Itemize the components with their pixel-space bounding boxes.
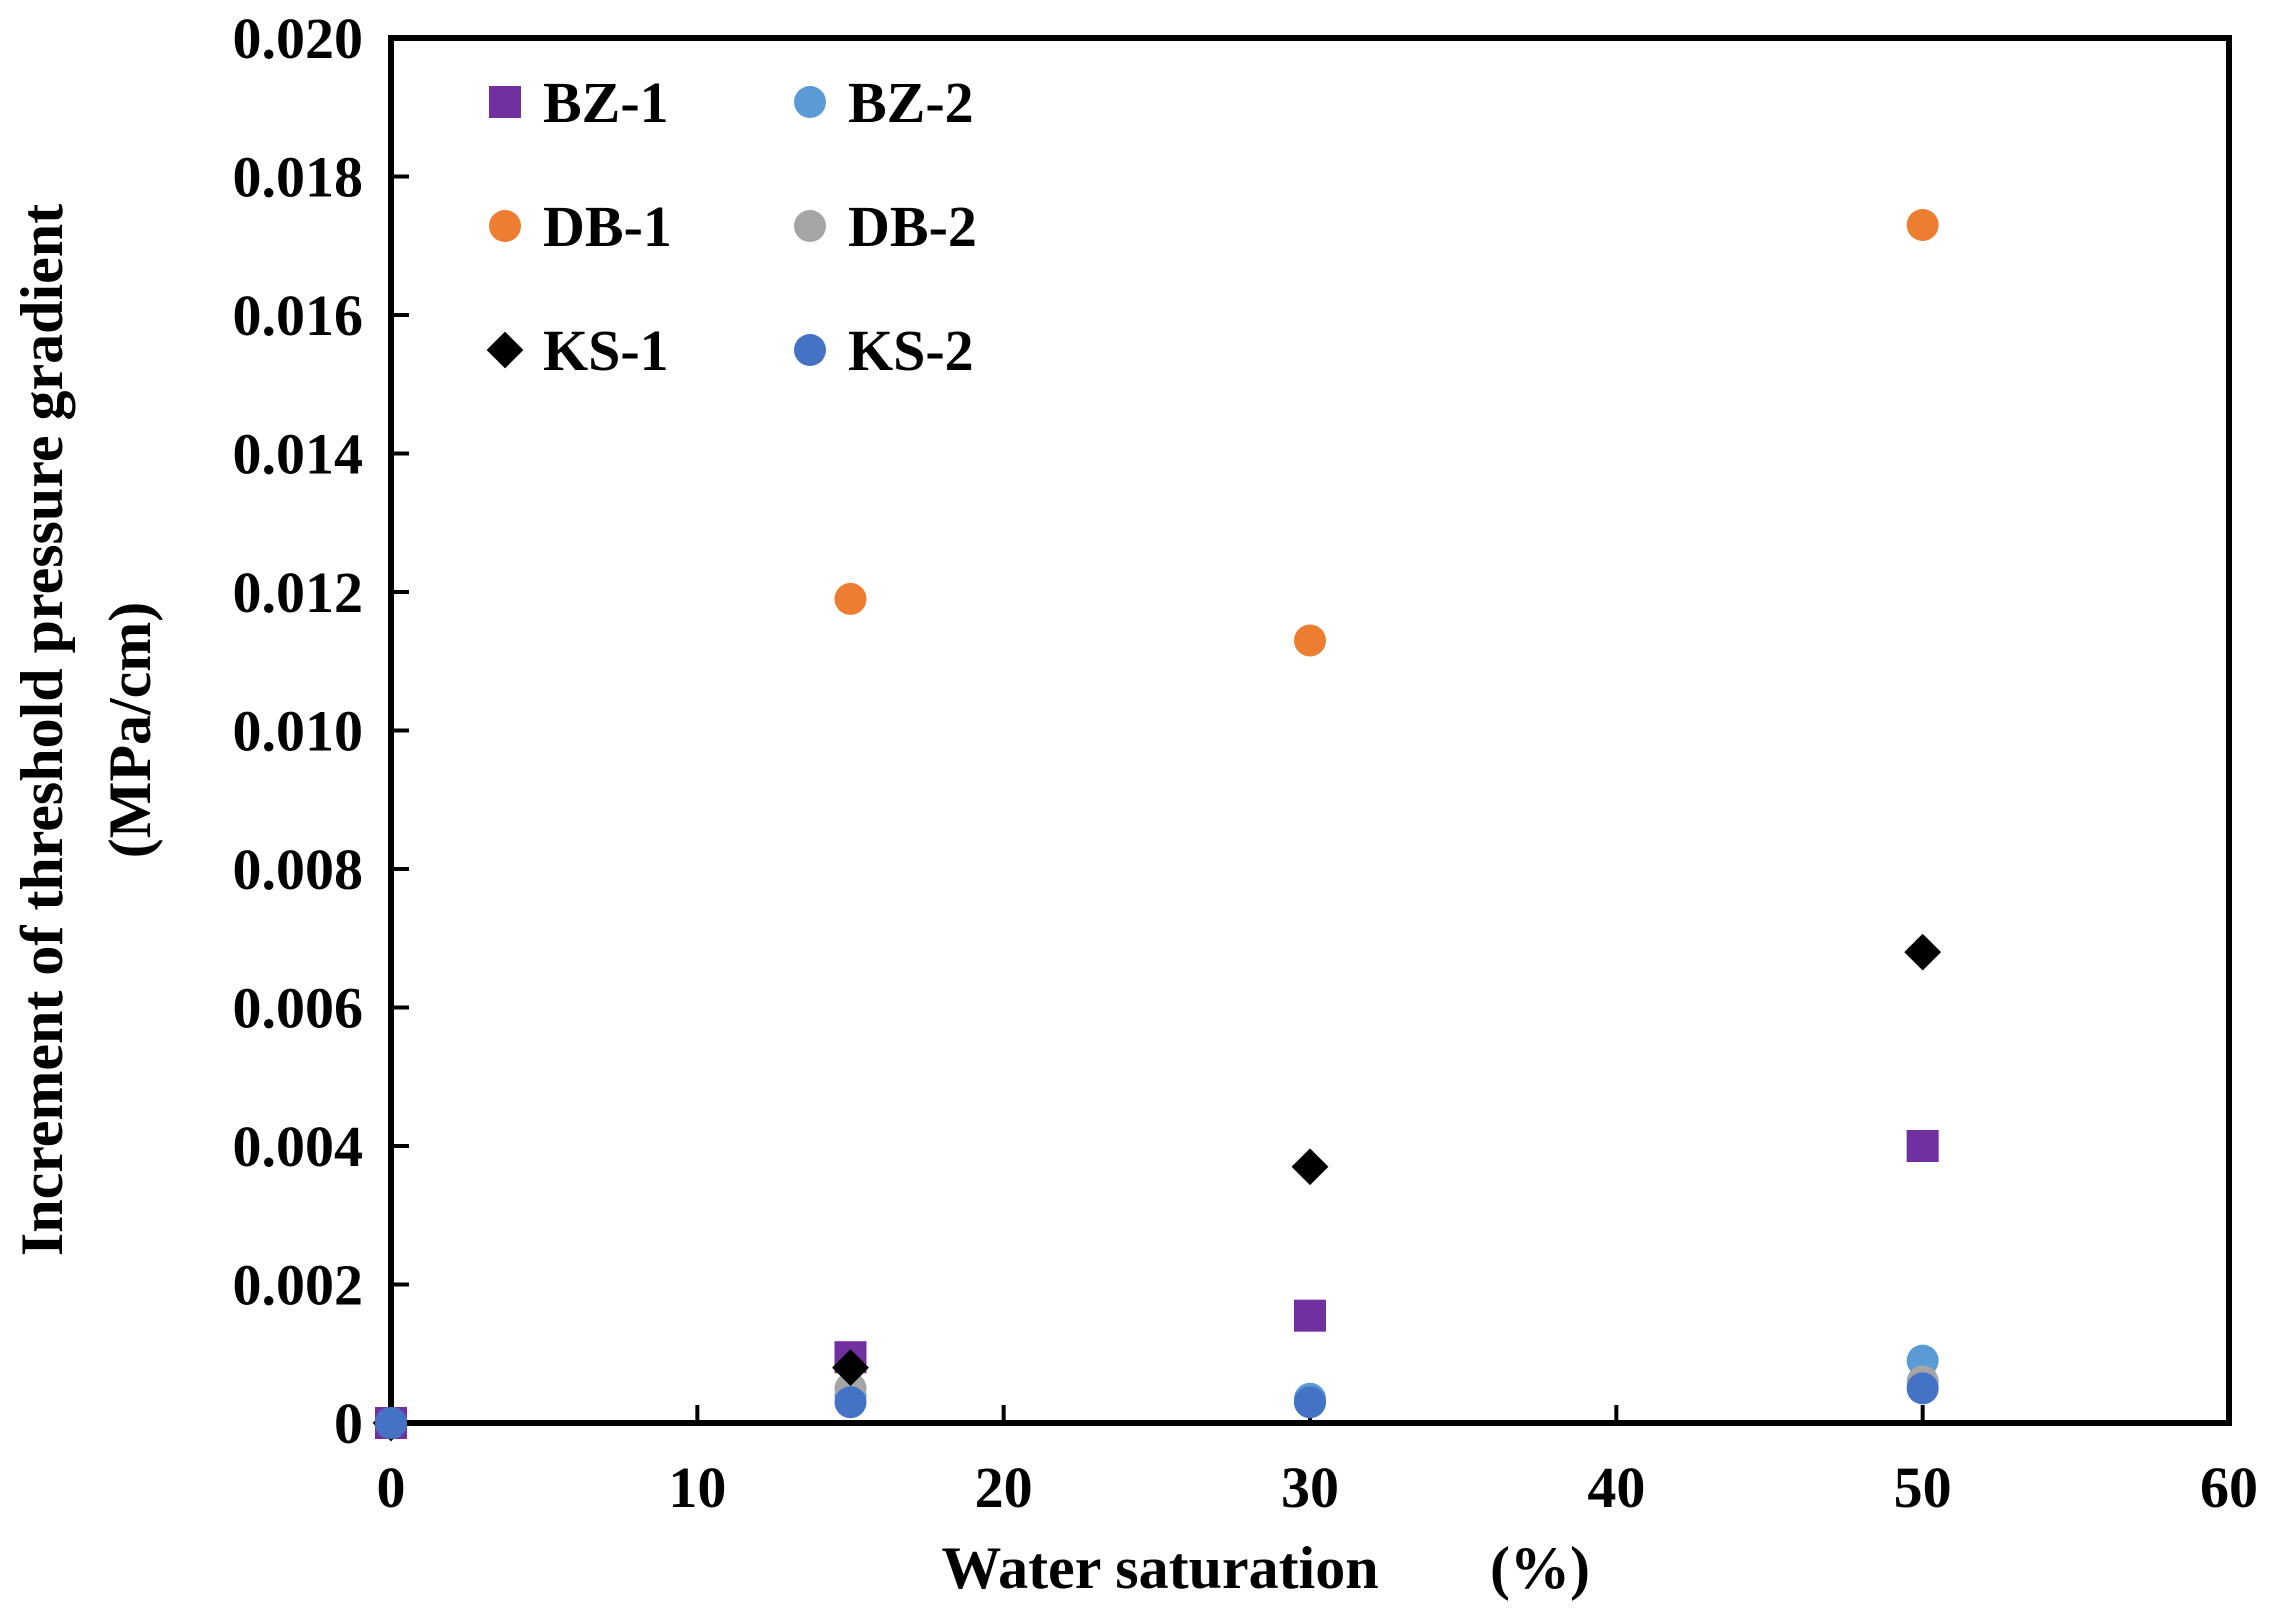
data-point-ks-2 <box>1906 1372 1939 1405</box>
x-axis-title: Water saturation <box>941 1535 1378 1601</box>
legend-marker-ks-1 <box>486 331 524 369</box>
y-tick-label: 0.008 <box>233 837 364 902</box>
y-tick-label: 0.004 <box>233 1114 364 1179</box>
data-points <box>372 208 1942 1442</box>
y-tick-label: 0.002 <box>233 1253 364 1318</box>
x-tick-label: 20 <box>975 1455 1033 1520</box>
y-tick-label: 0.016 <box>233 283 364 348</box>
legend-label-bz-2: BZ-2 <box>848 70 974 135</box>
data-point-db-1 <box>1906 208 1939 241</box>
y-tick-label: 0.006 <box>233 976 364 1041</box>
x-tick-label: 60 <box>2200 1455 2258 1520</box>
y-axis-unit: (MPa/cm) <box>97 602 163 859</box>
legend-label-bz-1: BZ-1 <box>543 70 669 135</box>
x-tick-label: 30 <box>1281 1455 1339 1520</box>
legend-label-ks-2: KS-2 <box>848 318 974 383</box>
y-tick-label: 0.018 <box>233 145 364 210</box>
y-axis: 0 0.002 0.004 0.006 0.008 0.010 0.012 0.014 0.01… <box>233 6 409 1456</box>
legend-label-db-2: DB-2 <box>848 194 977 259</box>
data-point-ks-2 <box>375 1407 407 1439</box>
data-point-ks-1 <box>832 1349 869 1386</box>
x-tick-label: 50 <box>1894 1455 1952 1520</box>
y-tick-label: 0.020 <box>233 6 364 71</box>
data-point-ks-2 <box>834 1386 867 1419</box>
data-point-db-1 <box>834 582 867 615</box>
data-point-ks-1 <box>1904 933 1942 971</box>
y-tick-label: 0.014 <box>233 422 364 487</box>
x-tick-label: 0 <box>377 1455 406 1520</box>
data-point-db-1 <box>1294 624 1326 657</box>
legend: BZ-1 BZ-2 DB-1 DB-2 KS-1 KS-2 <box>486 70 977 383</box>
data-point-bz-1 <box>1294 1299 1326 1332</box>
x-tick-label: 40 <box>1587 1455 1645 1520</box>
y-tick-label: 0.012 <box>233 560 364 625</box>
legend-marker-db-2 <box>794 210 826 242</box>
x-tick-label: 10 <box>668 1455 726 1520</box>
legend-label-db-1: DB-1 <box>543 194 672 259</box>
x-axis-unit: (%) <box>1490 1535 1590 1601</box>
data-point-ks-1 <box>1291 1148 1329 1186</box>
legend-marker-db-1 <box>489 210 521 242</box>
legend-marker-bz-2 <box>794 86 826 118</box>
legend-marker-ks-2 <box>794 334 826 366</box>
y-axis-title: Increment of threshold pressure gradient <box>9 204 75 1256</box>
data-point-ks-2 <box>1294 1386 1326 1419</box>
legend-label-ks-1: KS-1 <box>543 318 669 383</box>
y-tick-label: 0 <box>334 1391 363 1456</box>
legend-marker-bz-1 <box>489 86 521 118</box>
y-tick-label: 0.010 <box>233 699 364 764</box>
data-point-bz-1 <box>1906 1130 1939 1162</box>
